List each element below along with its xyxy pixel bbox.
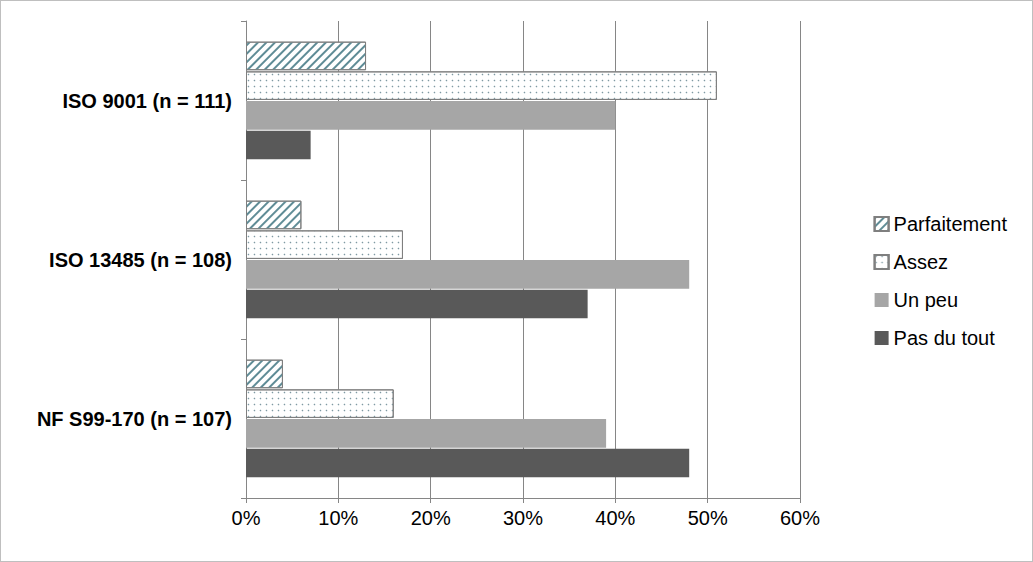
svg-text:0%: 0% <box>232 507 261 529</box>
svg-text:Assez: Assez <box>894 251 948 273</box>
svg-text:20%: 20% <box>411 507 451 529</box>
svg-text:30%: 30% <box>503 507 543 529</box>
svg-text:Parfaitement: Parfaitement <box>894 213 1008 235</box>
svg-text:50%: 50% <box>688 507 728 529</box>
svg-text:10%: 10% <box>318 507 358 529</box>
svg-text:Un peu: Un peu <box>894 289 959 311</box>
svg-text:40%: 40% <box>595 507 635 529</box>
svg-text:ISO 9001 (n = 111): ISO 9001 (n = 111) <box>62 90 232 112</box>
svg-text:60%: 60% <box>780 507 820 529</box>
svg-text:ISO 13485 (n = 108): ISO 13485 (n = 108) <box>49 249 232 271</box>
svg-text:Pas du tout: Pas du tout <box>894 327 996 349</box>
svg-text:NF S99-170 (n = 107): NF S99-170 (n = 107) <box>37 408 232 430</box>
